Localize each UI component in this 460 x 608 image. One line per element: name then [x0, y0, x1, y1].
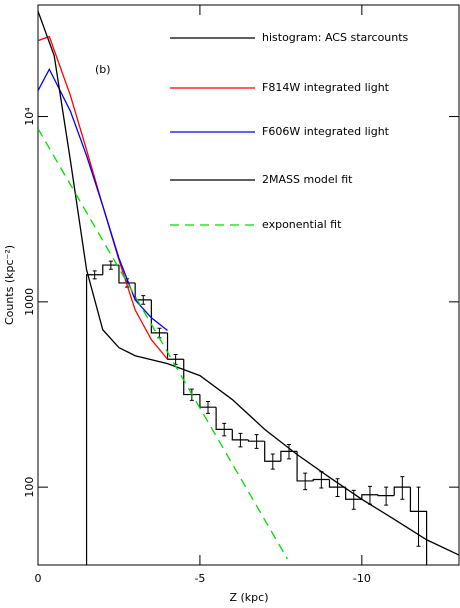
plot-frame	[37, 4, 460, 566]
histogram-bin	[345, 487, 362, 500]
x-tick-label: -5	[194, 572, 205, 585]
histogram-bin	[150, 299, 168, 334]
legend-label: histogram: ACS starcounts	[262, 31, 409, 44]
error-bar	[416, 486, 421, 547]
histogram-bin	[377, 494, 395, 497]
error-bar	[303, 472, 308, 491]
error-bar	[141, 295, 146, 305]
histogram-bin	[361, 494, 379, 500]
error-bar	[400, 476, 405, 500]
histogram-bin	[85, 274, 103, 565]
error-bar	[270, 453, 275, 470]
y-tick-label: 100	[23, 477, 36, 498]
error-bar	[254, 434, 259, 449]
histogram-bin	[296, 451, 314, 482]
histogram-bin	[102, 264, 119, 275]
histogram-bin	[215, 407, 233, 430]
series-line	[38, 67, 168, 332]
y-tick-label: 10⁴	[23, 107, 36, 126]
histogram-bin	[280, 450, 298, 462]
histogram-bin	[312, 478, 330, 481]
annotation: (b)	[95, 63, 111, 76]
histogram-bin	[231, 429, 249, 441]
histogram-bin	[247, 439, 265, 442]
series-line	[38, 128, 288, 560]
error-bar	[108, 260, 113, 270]
legend-label: F606W integrated light	[262, 125, 390, 138]
x-tick-label: -10	[353, 572, 371, 585]
series-line	[38, 11, 459, 556]
histogram-bin	[264, 441, 281, 462]
histogram-bin	[328, 479, 346, 488]
histogram-bin	[118, 265, 136, 284]
legend-label: F814W integrated light	[262, 81, 390, 94]
y-axis-label: Counts (kpc⁻²)	[3, 245, 16, 325]
error-bar	[286, 443, 291, 460]
x-tick-label: 0	[35, 572, 42, 585]
legend-label: 2MASS model fit	[262, 173, 353, 186]
legend-label: exponential fit	[262, 218, 342, 231]
error-bar	[335, 478, 340, 498]
x-axis-label: Z (kpc)	[229, 591, 268, 604]
error-bar	[238, 432, 243, 448]
error-bar	[92, 270, 97, 280]
histogram-bin	[183, 359, 200, 396]
error-bar	[222, 422, 227, 437]
y-tick-label: 1000	[23, 288, 36, 316]
histogram-bin	[393, 486, 411, 496]
error-bar	[206, 400, 211, 414]
error-bar	[384, 486, 389, 506]
